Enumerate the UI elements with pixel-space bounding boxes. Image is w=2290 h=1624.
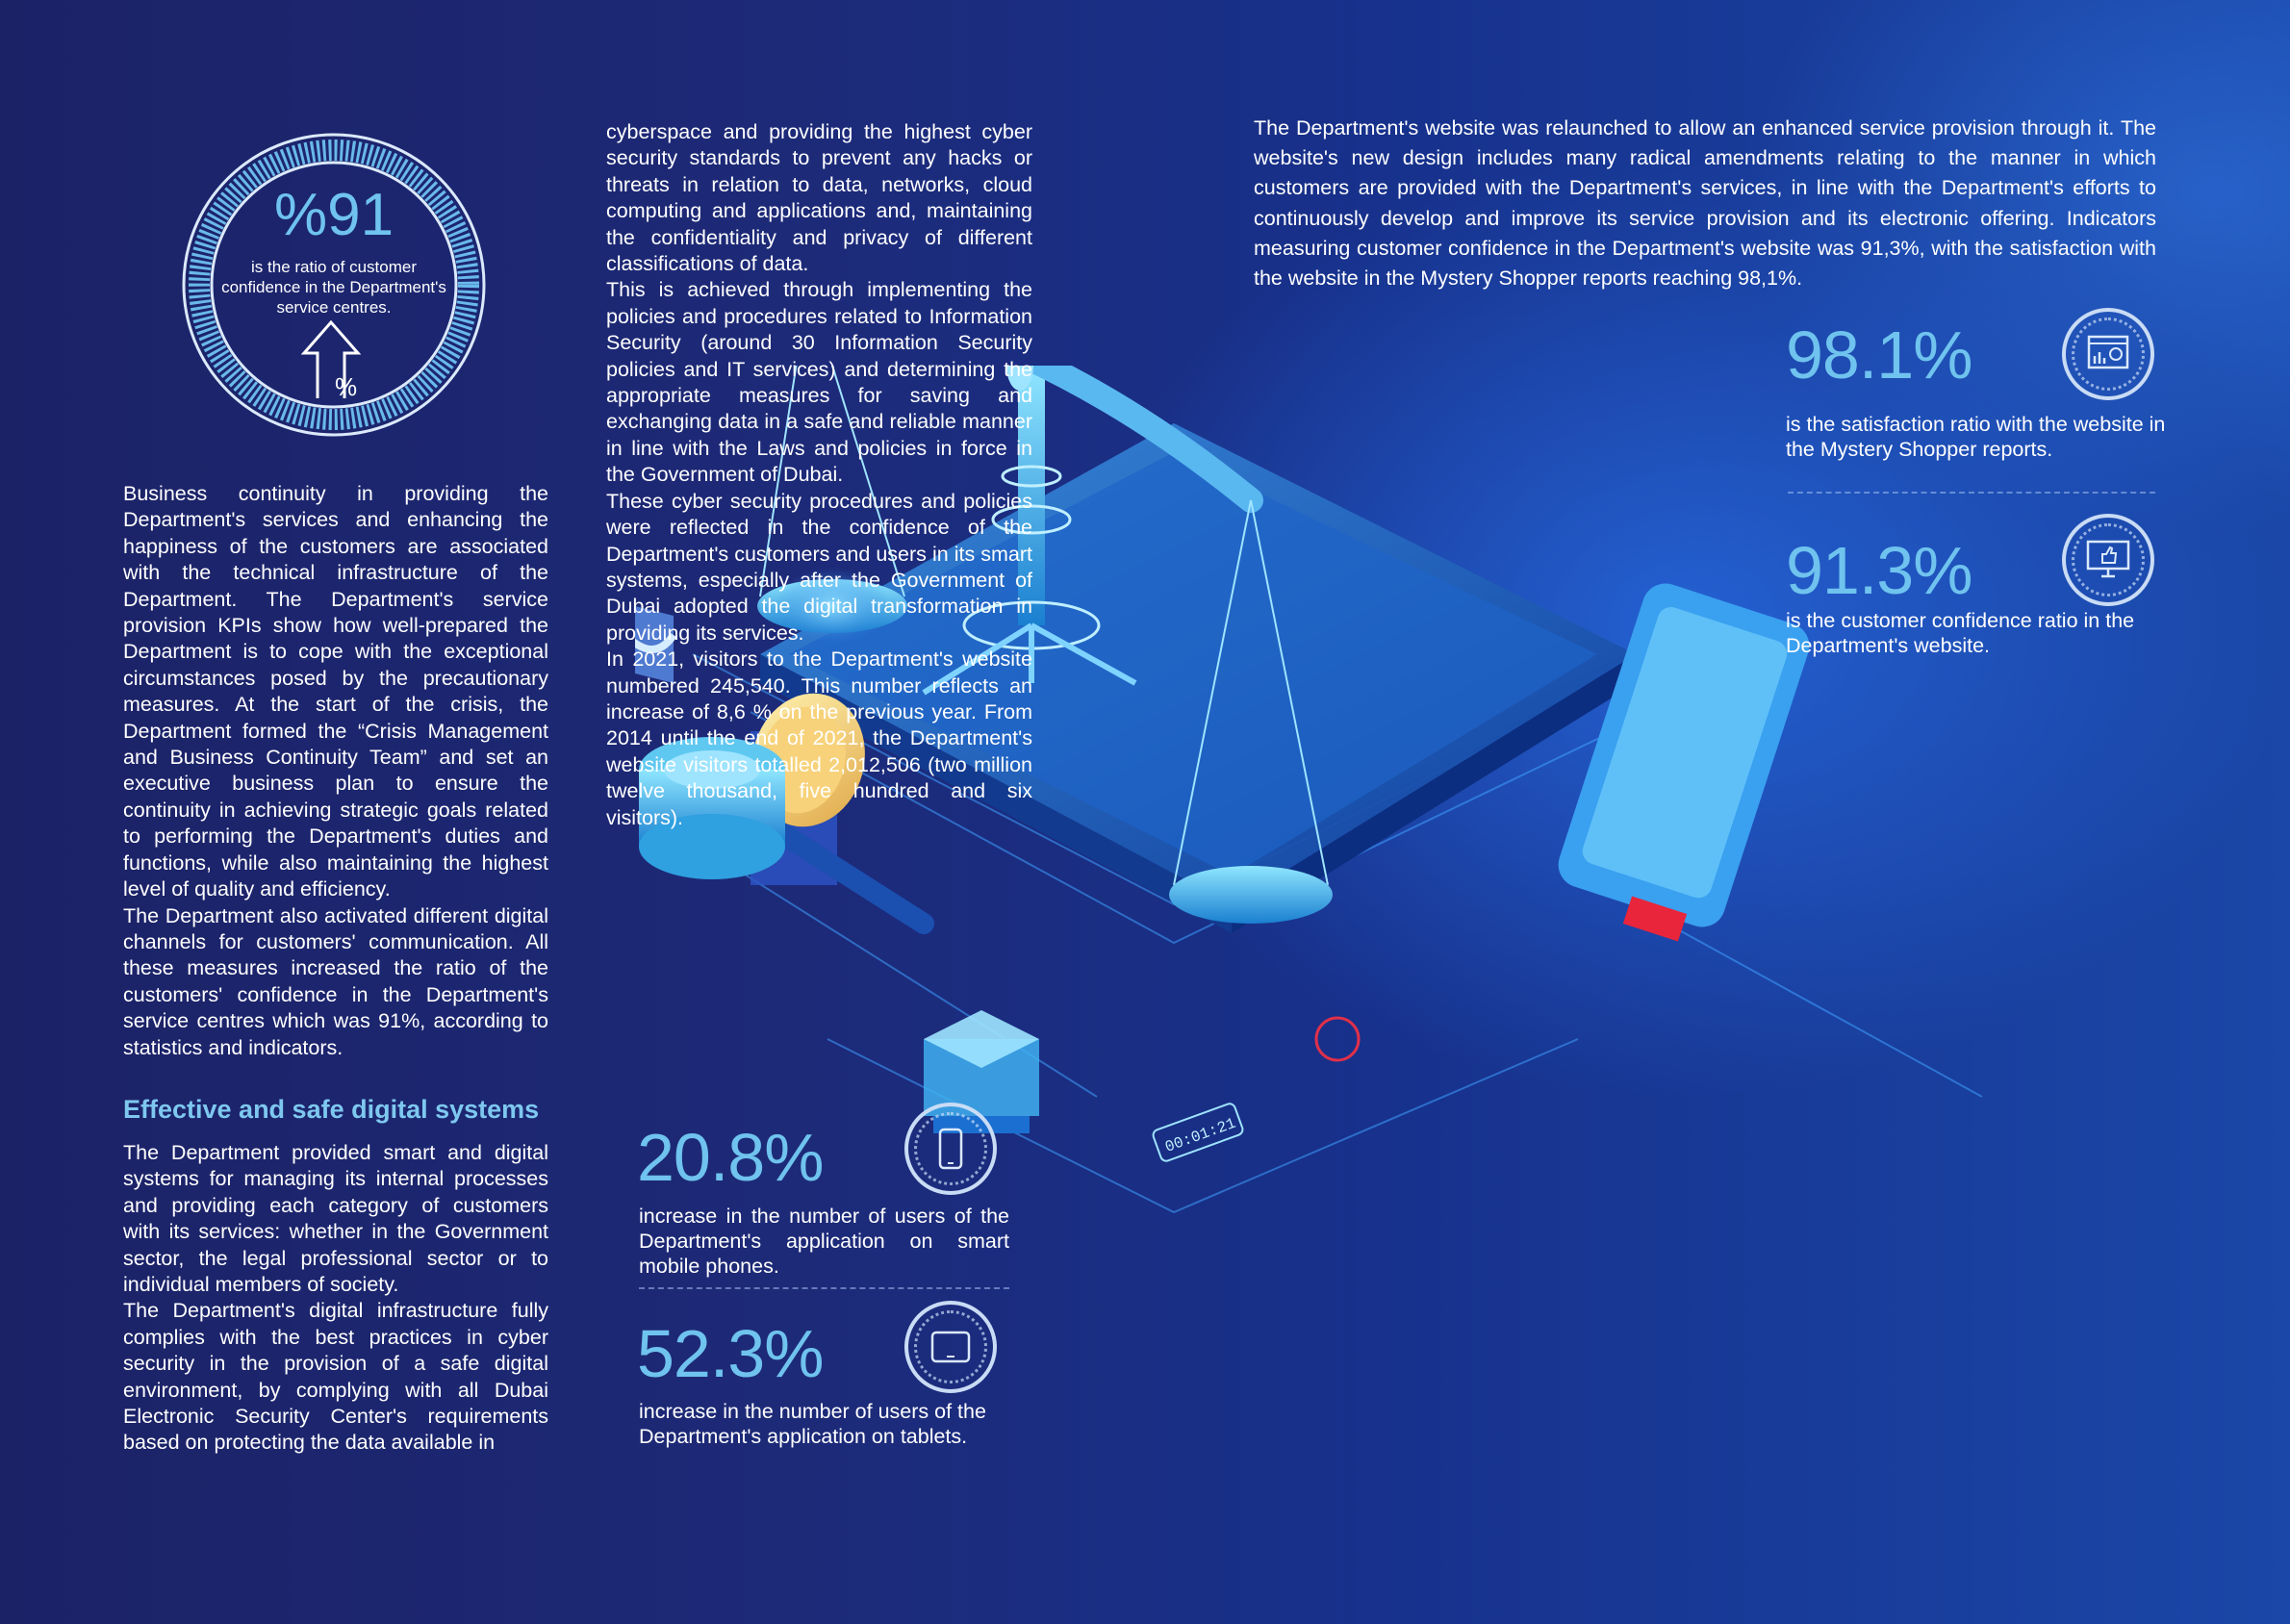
tablet-icon <box>904 1301 997 1393</box>
col1-paragraph-2: The Department also activated different … <box>123 903 548 1059</box>
stat-mobile-app-caption: increase in the number of users of the D… <box>639 1205 1009 1278</box>
timer-readout: 00:01:21 <box>1163 1115 1238 1156</box>
stat-website-confidence-value: 91.3% <box>1786 533 1972 608</box>
badge-value: %91 <box>273 182 394 248</box>
badge-caption-3: service centres. <box>276 298 392 317</box>
col2-paragraph-3: These cyber security procedures and poli… <box>606 489 1032 645</box>
website-icon <box>2062 308 2154 400</box>
section-heading: Effective and safe digital systems <box>123 1095 540 1124</box>
gavel <box>639 737 934 934</box>
stat-tablet-app-value: 52.3% <box>637 1316 824 1391</box>
justice-scale-illustration: 00:01:21 <box>635 366 1983 1214</box>
col3-paragraph-1: The Department's website was relaunched … <box>1254 116 2156 291</box>
svg-text:%: % <box>335 372 357 401</box>
stat-divider-right <box>1788 492 2155 494</box>
phone-illustration <box>1558 583 1810 942</box>
col1-paragraph-3: The Department provided smart and digita… <box>123 1141 548 1297</box>
stat-tablet-app-caption: increase in the number of users of the D… <box>639 1400 986 1448</box>
confidence-badge: %91 is the ratio of customer confidence … <box>181 132 487 438</box>
col1-paragraph-1: Business continuity in providing the Dep… <box>123 482 548 901</box>
smartphone-icon <box>904 1103 997 1195</box>
stat-website-confidence-caption: is the customer confidence ratio in the … <box>1786 609 2135 657</box>
stat-website-satisfaction-caption: is the satisfaction ratio with the websi… <box>1786 413 2166 461</box>
col2-paragraph-2: This is achieved through implementing th… <box>606 278 1032 487</box>
stat-divider-left <box>639 1287 1009 1289</box>
stat-mobile-app-value: 20.8% <box>637 1120 824 1195</box>
arrow-up-percent-icon: % <box>300 319 362 401</box>
badge-caption-2: confidence in the Department's <box>221 278 446 296</box>
stat-website-satisfaction-value: 98.1% <box>1786 317 1972 393</box>
monitor-like-icon <box>2062 514 2154 606</box>
badge-caption-1: is the ratio of customer <box>251 258 417 276</box>
col2-paragraph-1: cyberspace and providing the highest cyb… <box>606 120 1032 276</box>
col2-paragraph-4: In 2021, visitors to the Department's we… <box>606 647 1032 829</box>
col1-paragraph-4: The Department's digital infrastructure … <box>123 1299 548 1455</box>
